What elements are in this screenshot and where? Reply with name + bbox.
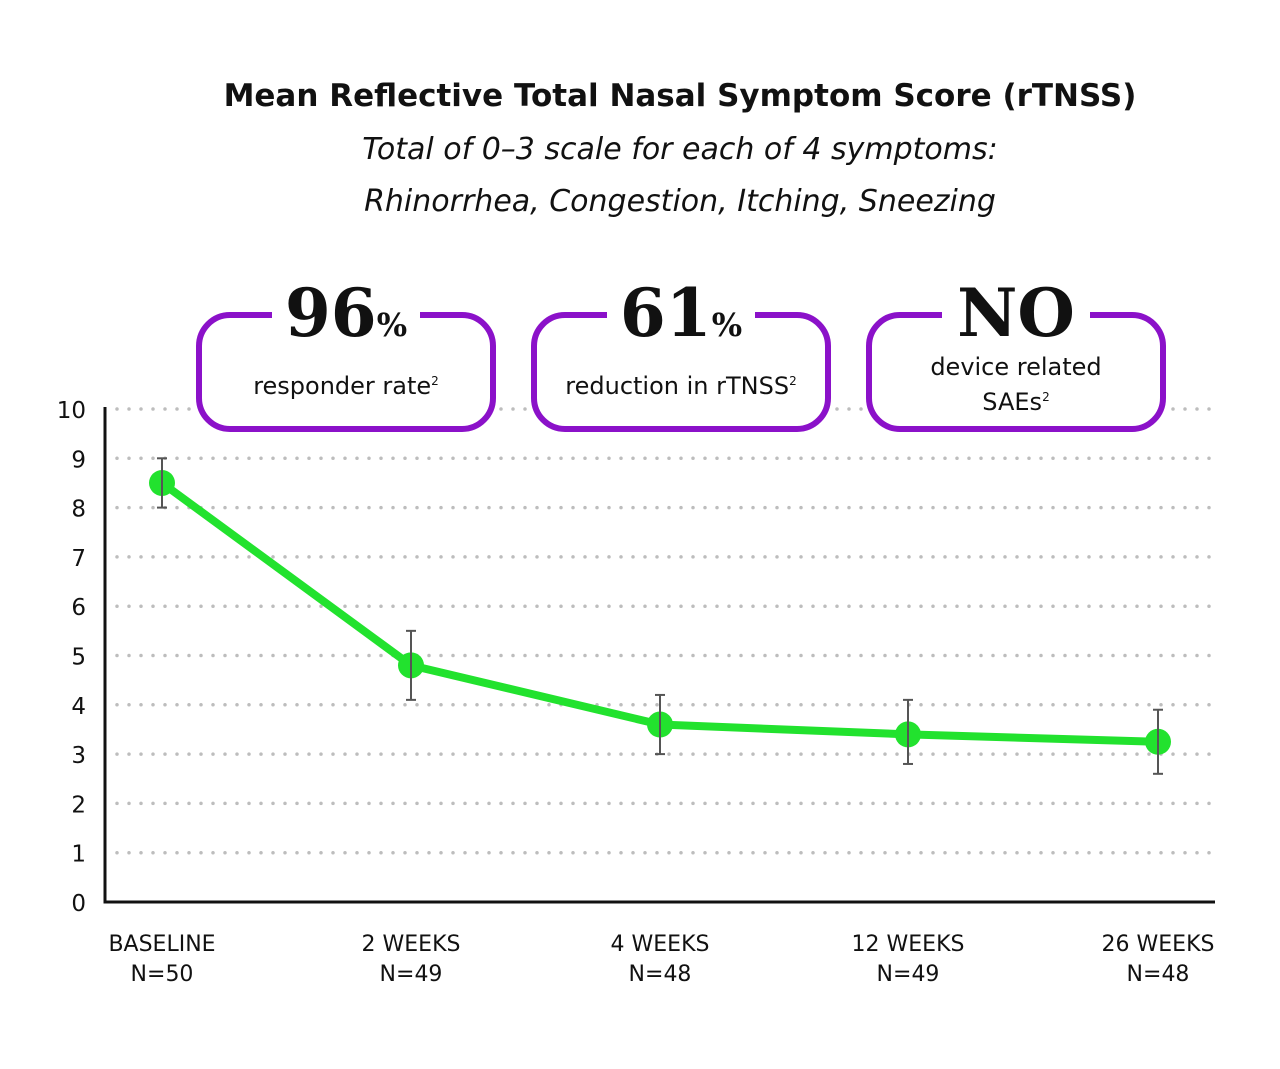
callout-no-saes: NO device related SAEs2 bbox=[866, 276, 1166, 432]
chart-subtitle-line-2: Rhinorrhea, Congestion, Itching, Sneezin… bbox=[364, 184, 996, 219]
y-tick-label: 1 bbox=[71, 842, 86, 868]
y-tick-label: 3 bbox=[71, 743, 86, 769]
callout-stat-suffix: % bbox=[376, 306, 408, 344]
chart-title: Mean Reflective Total Nasal Symptom Scor… bbox=[223, 78, 1137, 114]
chart-subtitle-line-1: Total of 0–3 scale for each of 4 symptom… bbox=[362, 132, 998, 167]
callout-label-line-2: SAEs bbox=[982, 388, 1043, 416]
callout-stat: NO bbox=[872, 276, 1160, 350]
callout-rtnss-reduction: 61% reduction in rTNSS2 bbox=[531, 276, 831, 432]
callout-stat: 61% bbox=[537, 276, 825, 362]
callout-label: device related SAEs2 bbox=[872, 352, 1160, 417]
callout-stat-number: 61 bbox=[619, 274, 712, 352]
x-tick-label: 4 WEEKS bbox=[611, 932, 710, 957]
callout-gap bbox=[942, 308, 1090, 324]
x-tick-label: N=49 bbox=[877, 962, 940, 987]
x-tick-label: N=48 bbox=[629, 962, 692, 987]
y-tick-label: 7 bbox=[71, 546, 86, 572]
callout-stat-suffix: % bbox=[711, 306, 743, 344]
y-tick-label: 10 bbox=[57, 398, 86, 424]
y-tick-label: 4 bbox=[71, 694, 86, 720]
x-tick-label: N=50 bbox=[131, 962, 194, 987]
callout-stat-number: 96 bbox=[284, 274, 377, 352]
callout-responder-rate: 96% responder rate2 bbox=[196, 276, 496, 432]
x-tick-label: BASELINE bbox=[108, 932, 215, 957]
y-tick-label: 2 bbox=[71, 792, 86, 818]
x-tick-label: N=49 bbox=[380, 962, 443, 987]
x-tick-label: N=48 bbox=[1127, 962, 1190, 987]
callout-gap bbox=[607, 308, 755, 324]
callout-gap bbox=[272, 308, 420, 324]
callout-label: reduction in rTNSS2 bbox=[537, 366, 825, 401]
callout-label-line-1: device related bbox=[930, 353, 1102, 381]
y-tick-label: 0 bbox=[71, 891, 86, 917]
footnote-ref: 2 bbox=[431, 374, 439, 388]
callout-stat: 96% bbox=[202, 276, 490, 362]
x-tick-label: 2 WEEKS bbox=[362, 932, 461, 957]
y-tick-label: 9 bbox=[71, 447, 86, 473]
y-tick-label: 5 bbox=[71, 645, 86, 671]
footnote-ref: 2 bbox=[1042, 390, 1050, 404]
x-tick-label: 12 WEEKS bbox=[852, 932, 965, 957]
callout-label-line-2-wrap: SAEs2 bbox=[872, 382, 1160, 417]
callout-stat-number: NO bbox=[957, 274, 1075, 352]
callout-label-text: responder rate bbox=[253, 372, 432, 400]
callout-label: responder rate2 bbox=[202, 366, 490, 401]
y-tick-label: 8 bbox=[71, 497, 86, 523]
footnote-ref: 2 bbox=[789, 374, 797, 388]
callout-label-text: reduction in rTNSS bbox=[565, 372, 790, 400]
x-tick-label: 26 WEEKS bbox=[1102, 932, 1215, 957]
y-tick-label: 6 bbox=[71, 595, 86, 621]
